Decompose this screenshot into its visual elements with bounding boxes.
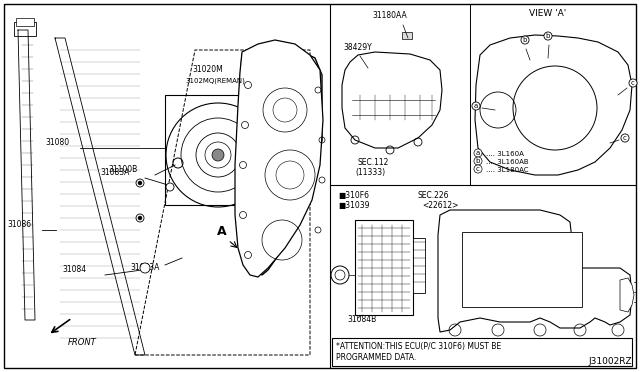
Text: c: c: [476, 166, 480, 172]
Text: 31100B: 31100B: [108, 165, 137, 174]
Text: .... 3L160AB: .... 3L160AB: [486, 159, 529, 165]
Text: b: b: [546, 33, 550, 39]
Circle shape: [140, 263, 150, 273]
Text: SEC.226: SEC.226: [418, 191, 449, 200]
Text: c: c: [631, 80, 635, 86]
Text: b: b: [523, 37, 527, 43]
Polygon shape: [438, 210, 632, 332]
Polygon shape: [235, 40, 323, 277]
Text: 31020M: 31020M: [192, 65, 223, 74]
Text: ■31039: ■31039: [338, 201, 369, 210]
Text: 31084: 31084: [62, 265, 86, 274]
Text: J31002RZ: J31002RZ: [588, 357, 632, 366]
Text: 31083A: 31083A: [130, 263, 159, 272]
Text: 31080: 31080: [45, 138, 69, 147]
Bar: [332, 338, 632, 366]
Text: a: a: [476, 150, 480, 156]
Text: 31083A: 31083A: [100, 168, 129, 177]
Polygon shape: [342, 52, 442, 148]
Text: b: b: [476, 158, 480, 164]
Text: A: A: [217, 225, 227, 238]
Text: a: a: [474, 103, 478, 109]
Text: 38429Y: 38429Y: [343, 43, 372, 52]
Text: SEC.112: SEC.112: [358, 158, 389, 167]
Text: VIEW 'A': VIEW 'A': [529, 9, 566, 18]
Text: PROGRAMMED DATA.: PROGRAMMED DATA.: [336, 353, 416, 362]
Bar: [355, 220, 413, 315]
Text: 31084B: 31084B: [347, 315, 376, 324]
Circle shape: [138, 181, 142, 185]
Text: .... 3L160A: .... 3L160A: [486, 151, 524, 157]
Circle shape: [166, 183, 174, 191]
Bar: [14, 22, 36, 36]
Polygon shape: [475, 35, 632, 175]
Text: 3102MQ(REMAN): 3102MQ(REMAN): [185, 78, 245, 84]
Polygon shape: [620, 278, 634, 312]
Circle shape: [212, 149, 224, 161]
Text: FRONT: FRONT: [68, 338, 97, 347]
Text: 31180AA: 31180AA: [372, 11, 408, 20]
Text: .... 3L180AC: .... 3L180AC: [486, 167, 529, 173]
Text: (11333): (11333): [355, 168, 385, 177]
Bar: [462, 232, 582, 307]
Circle shape: [138, 216, 142, 220]
Text: <22612>: <22612>: [422, 201, 458, 210]
Text: *ATTENTION:THIS ECU(P/C 310F6) MUST BE: *ATTENTION:THIS ECU(P/C 310F6) MUST BE: [336, 342, 501, 351]
Bar: [402, 32, 412, 39]
Bar: [165, 95, 270, 205]
Text: 31086: 31086: [7, 220, 31, 229]
Text: c: c: [623, 135, 627, 141]
Text: ■310F6: ■310F6: [338, 191, 369, 200]
Bar: [413, 238, 425, 293]
Bar: [16, 18, 34, 26]
